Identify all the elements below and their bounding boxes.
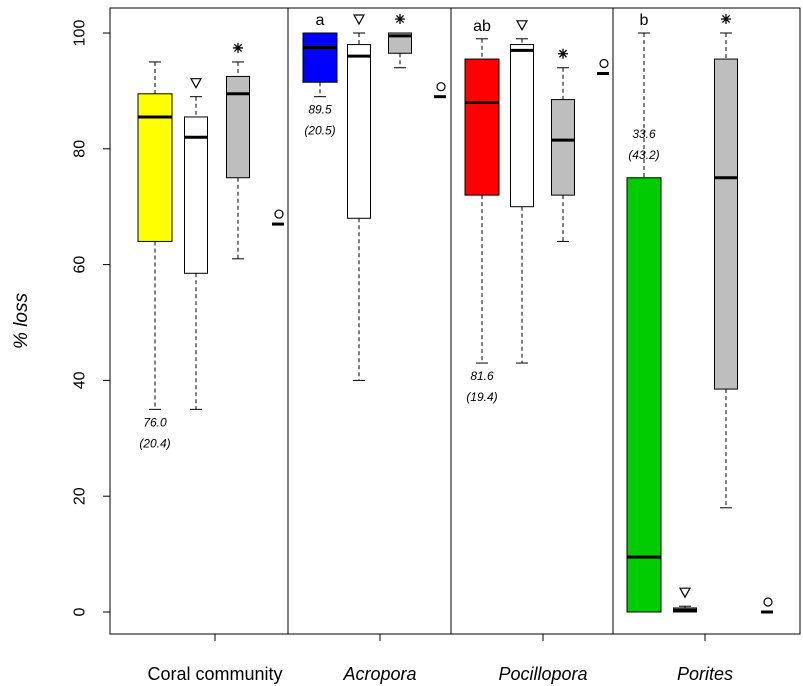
mean-label: 89.5 (308, 103, 332, 117)
y-tick-label: 20 (72, 487, 89, 505)
y-tick-label: 0 (72, 607, 89, 616)
group-label: Acropora (342, 664, 416, 684)
significance-label: a (316, 12, 325, 29)
box (551, 99, 575, 196)
box (464, 58, 500, 196)
significance-label: b (640, 12, 649, 29)
box (302, 32, 338, 83)
triangle-icon (189, 78, 203, 89)
group-label: Pocillopora (498, 664, 587, 684)
box (510, 44, 534, 208)
group-label: Coral community (147, 664, 282, 684)
sd-label: (20.4) (139, 436, 170, 450)
y-tick-label: 100 (72, 20, 89, 47)
box (388, 32, 412, 54)
sd-label: (43.2) (628, 148, 659, 162)
plot-marks: 76.0 (20.4) 89.5 (20.5) a 81.6 (19.4) ab 33.6 (43… (137, 8, 773, 634)
box (714, 58, 738, 390)
box (226, 75, 250, 179)
asterisk-icon (721, 14, 731, 24)
circle-icon (763, 597, 773, 607)
circle-icon (436, 82, 446, 92)
circle-icon (274, 209, 284, 219)
box (184, 116, 208, 274)
triangle-icon (352, 14, 366, 26)
asterisk-icon (233, 42, 243, 53)
y-axis-label: % loss (11, 293, 32, 349)
triangle-icon (515, 20, 529, 32)
circle-icon (599, 58, 609, 69)
sd-label: (20.5) (304, 124, 335, 138)
asterisk-icon (558, 48, 568, 59)
y-tick-label: 60 (72, 256, 89, 274)
significance-label: ab (473, 18, 491, 35)
y-tick-label: 40 (72, 371, 89, 389)
box (626, 177, 662, 613)
group-label: Porites (677, 664, 733, 684)
plot-frame (109, 7, 801, 635)
y-axis: 0 20 40 60 80 100 Coral community Acropora Pocil… (72, 20, 733, 684)
mean-label: 76.0 (143, 415, 167, 429)
mean-label: 33.6 (632, 127, 656, 141)
y-tick-label: 80 (72, 140, 89, 158)
sd-label: (19.4) (466, 390, 497, 404)
asterisk-icon (395, 14, 405, 24)
triangle-icon (678, 587, 692, 599)
box (347, 44, 371, 219)
mean-label: 81.6 (470, 369, 494, 383)
